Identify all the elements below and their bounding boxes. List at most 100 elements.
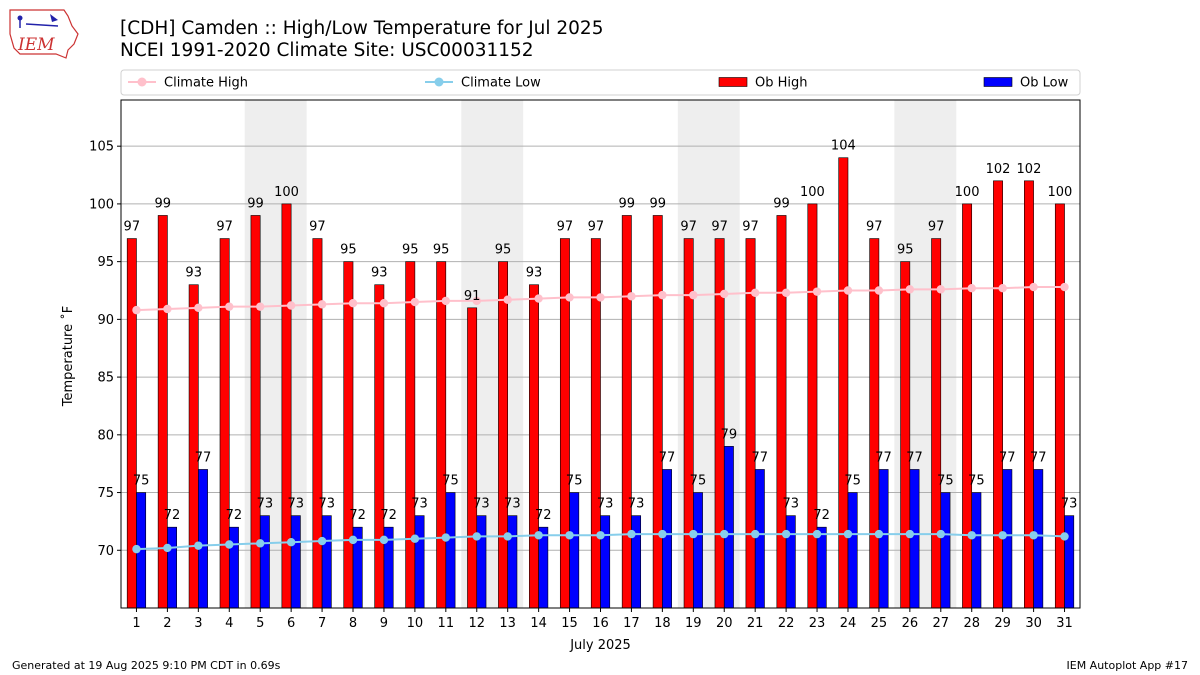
legend-ob-high-label: Ob High: [755, 76, 808, 91]
legend: Climate High Climate Low Ob High Ob Low: [120, 69, 1081, 96]
climate-high-point-13: [503, 295, 512, 304]
climate-low-point-2: [163, 543, 172, 553]
climate-low-point-1: [132, 544, 141, 554]
climate-high-point-12: [472, 296, 481, 306]
climate-high-point-16: [596, 293, 605, 302]
bar-ob-high-23: [807, 203, 818, 609]
label-ob-low-5: 73: [257, 497, 274, 512]
bar-ob-high-29: [993, 180, 1003, 609]
bar-ob-high-13: [498, 261, 508, 609]
bar-ob-high-4: [219, 238, 230, 609]
climate-low-point-21: [750, 529, 760, 539]
label-ob-low-28: 75: [968, 474, 985, 489]
climate-low-point-19: [689, 529, 698, 539]
legend-ob-low-label: Ob Low: [1020, 76, 1069, 91]
climate-lines: [132, 282, 1069, 554]
label-ob-low-29: 77: [999, 450, 1016, 465]
bar-ob-low-7: [321, 515, 332, 609]
climate-high-point-29: [998, 283, 1007, 293]
bar-ob-high-8: [343, 261, 354, 609]
x-tick-label-14: 14: [530, 616, 547, 631]
bar-ob-high-17: [621, 215, 632, 609]
label-ob-high-1: 97: [124, 220, 141, 235]
bar-ob-low-26: [909, 469, 920, 609]
legend-ob-high-swatch: [718, 77, 748, 87]
bar-ob-high-28: [962, 203, 973, 609]
legend-climate-low-label: Climate Low: [461, 76, 541, 91]
bar-ob-low-31: [1064, 515, 1075, 609]
bar-ob-high-11: [436, 261, 447, 609]
legend-climate-low-swatch-marker: [434, 77, 444, 87]
label-ob-low-27: 75: [937, 474, 954, 489]
bar-ob-low-17: [631, 515, 642, 609]
bar-ob-low-27: [940, 492, 951, 609]
legend-climate-high-label: Climate High: [164, 76, 248, 91]
label-ob-high-17: 99: [619, 196, 636, 211]
label-ob-low-14: 72: [535, 508, 552, 523]
x-tick-label-18: 18: [654, 616, 671, 631]
label-ob-high-3: 93: [185, 266, 202, 281]
chart-title: [CDH] Camden :: High/Low Temperature for…: [120, 18, 604, 39]
label-ob-high-21: 97: [742, 220, 759, 235]
climate-high-point-23: [812, 287, 822, 296]
bar-ob-low-3: [198, 469, 208, 609]
bar-ob-low-13: [507, 515, 518, 609]
climate-low-point-3: [194, 541, 203, 550]
climate-low-point-14: [534, 531, 543, 540]
bar-ob-low-21: [754, 469, 765, 609]
climate-low-point-22: [781, 529, 791, 539]
bar-ob-high-5: [250, 215, 261, 609]
label-ob-high-6: 100: [274, 185, 299, 200]
climate-low-point-7: [317, 536, 327, 546]
climate-high-point-1: [132, 305, 141, 315]
climate-high-point-6: [286, 301, 296, 310]
label-ob-low-10: 73: [411, 497, 428, 512]
climate-low-point-6: [286, 537, 296, 547]
label-ob-low-31: 73: [1061, 497, 1078, 512]
climate-high-point-4: [225, 302, 234, 311]
x-tick-label-10: 10: [407, 616, 424, 631]
x-tick-label-23: 23: [809, 616, 826, 631]
label-ob-low-7: 73: [318, 497, 335, 512]
bar-ob-low-28: [971, 492, 982, 609]
x-tick-label-15: 15: [561, 616, 578, 631]
y-tick-label-85: 85: [97, 371, 114, 386]
legend-box: [120, 69, 1081, 96]
label-ob-high-8: 95: [340, 243, 357, 258]
climate-high-point-20: [720, 289, 729, 299]
bar-ob-low-14: [538, 526, 549, 609]
bar-ob-low-12: [476, 515, 487, 609]
climate-low-point-26: [905, 529, 915, 539]
label-ob-high-15: 97: [557, 220, 574, 235]
climate-high-point-27: [936, 285, 945, 294]
x-tick-label-30: 30: [1025, 616, 1042, 631]
climate-low-point-28: [967, 531, 976, 540]
x-tick-label-17: 17: [623, 616, 640, 631]
bar-ob-high-14: [529, 284, 539, 609]
label-ob-high-27: 97: [928, 220, 945, 235]
legend-climate-high-swatch-marker: [137, 77, 147, 87]
x-tick-label-5: 5: [256, 616, 264, 631]
logo-text: IEM: [17, 35, 55, 55]
bar-ob-high-9: [374, 284, 385, 609]
climate-low-point-20: [720, 529, 729, 539]
y-tick-label-80: 80: [97, 428, 114, 443]
label-ob-low-18: 77: [659, 450, 676, 465]
bar-ob-high-30: [1024, 180, 1034, 609]
label-ob-high-14: 93: [526, 266, 543, 281]
x-tick-label-16: 16: [592, 616, 609, 631]
x-tick-label-9: 9: [380, 616, 388, 631]
label-ob-low-8: 72: [349, 508, 366, 523]
y-tick-label-95: 95: [97, 255, 114, 270]
label-ob-low-19: 75: [690, 474, 707, 489]
x-tick-label-7: 7: [318, 616, 326, 631]
bar-ob-low-4: [228, 526, 239, 609]
chart-subtitle: NCEI 1991-2020 Climate Site: USC00031152: [120, 40, 534, 61]
label-ob-high-9: 93: [371, 266, 388, 281]
label-ob-high-5: 99: [247, 196, 264, 211]
label-ob-low-23: 72: [813, 508, 830, 523]
label-ob-high-24: 104: [831, 139, 856, 154]
climate-high-point-24: [843, 286, 853, 295]
climate-low-point-25: [874, 529, 884, 539]
